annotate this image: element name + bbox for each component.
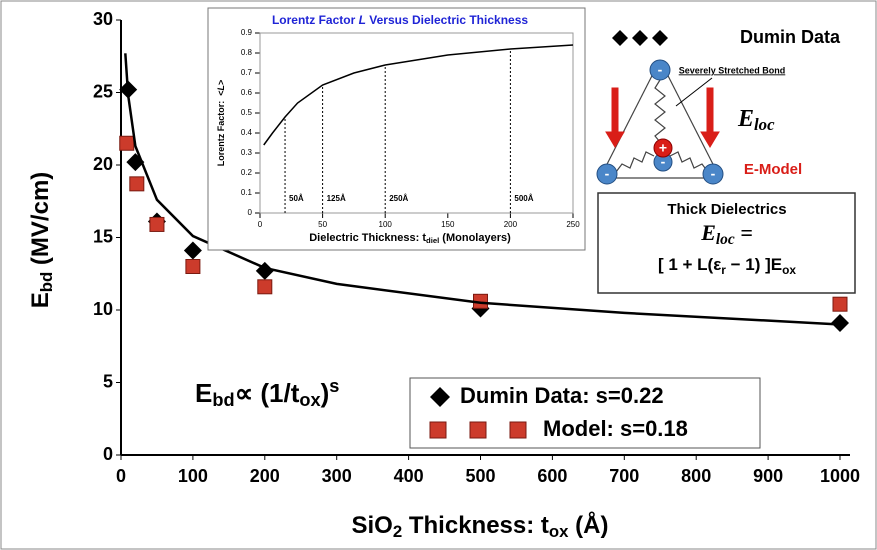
- diagram-panel: [597, 53, 855, 190]
- x-tick-label: 900: [753, 466, 783, 486]
- legend-marker: [430, 387, 450, 407]
- inset-x-label: Dielectric Thickness: tdiel (Monolayers): [309, 232, 511, 245]
- pointer: [675, 77, 713, 107]
- arrows: [605, 87, 720, 148]
- x-tick-label: 200: [250, 466, 280, 486]
- x-tick-label: 800: [681, 466, 711, 486]
- box-title: Thick Dielectrics: [667, 201, 786, 218]
- x-tick-label: 1000: [820, 466, 860, 486]
- svg-text:+: +: [659, 140, 667, 156]
- y-tick-label: 0.2: [241, 168, 253, 177]
- ions: [596, 59, 724, 185]
- square-point: [257, 279, 273, 295]
- triangle: [599, 59, 721, 179]
- inset-title: Lorentz Factor L Versus Dielectric Thick…: [272, 13, 528, 27]
- vline-label: 250Å: [389, 194, 408, 203]
- svg-text:-: -: [661, 154, 666, 170]
- main-chart: 0 100 200 300 400 500 600 700 800 900 100005101520…: [93, 9, 860, 486]
- legend-diamonds: [612, 30, 668, 46]
- plot-frame: [259, 32, 574, 214]
- vline-label: 50Å: [289, 194, 304, 203]
- curve: [263, 44, 574, 146]
- y-tick-label: 0.6: [241, 88, 253, 97]
- y-tick-label: 0.5: [241, 108, 253, 117]
- formula-annotation: Ebd∝ (1/tox)s: [195, 376, 339, 410]
- x-tick-label: 100: [178, 466, 208, 486]
- diamond-point: [255, 261, 274, 280]
- y-tick-label: 15: [93, 226, 113, 246]
- field-label: Eloc: [737, 106, 775, 134]
- x-tick-label: 200: [504, 220, 518, 229]
- x-tick-label: 100: [379, 220, 393, 229]
- x-tick-label: 0: [258, 220, 263, 229]
- x-tick-label: 700: [609, 466, 639, 486]
- bond-label: Severely Stretched Bond: [679, 65, 786, 75]
- x-tick-label: 150: [441, 220, 455, 229]
- box-lhs: Eloc =: [700, 220, 753, 247]
- x-tick-label: 300: [322, 466, 352, 486]
- diagram: Dumin Data -- --+ Severely Stretched Bond…: [596, 27, 856, 294]
- legend-marker: [509, 421, 527, 439]
- square-point: [149, 216, 165, 232]
- diamond-point: [831, 314, 849, 333]
- y-tick-label: 5: [103, 371, 113, 391]
- x-tick-label: 600: [537, 466, 567, 486]
- ion-signs: -- --+: [605, 62, 716, 182]
- inset-frame: [207, 7, 586, 251]
- square-point: [185, 259, 201, 274]
- y-tick-label: 10: [93, 299, 113, 319]
- y-tick-label: 0.8: [241, 48, 253, 57]
- y-tick-label: 0.9: [241, 28, 253, 37]
- square-point: [129, 176, 145, 192]
- x-tick-label: 0: [116, 466, 126, 486]
- vline-label: 125Å: [327, 194, 346, 203]
- y-axis-label: Ebd (MV/cm): [27, 172, 56, 309]
- y-tick-label: 0: [248, 208, 253, 217]
- svg-text:-: -: [711, 166, 716, 182]
- y-tick-label: 30: [93, 9, 113, 29]
- y-tick-label: 0.3: [241, 148, 253, 157]
- inset-y-label: Lorentz Factor: <L>: [216, 80, 226, 167]
- legend: [409, 377, 761, 449]
- x-tick-label: 50: [318, 220, 327, 229]
- formula-box: [597, 192, 856, 294]
- model-label: E-Model: [744, 161, 802, 178]
- y-tick-label: 25: [93, 81, 113, 101]
- diagram-legend-title: Dumin Data: [740, 27, 841, 47]
- legend-marker: [469, 421, 487, 439]
- square-point: [832, 296, 848, 312]
- curve: [124, 53, 841, 326]
- y-tick-label: 0.1: [241, 188, 253, 197]
- x-tick-label: 400: [394, 466, 424, 486]
- x-tick-label: 500: [465, 466, 495, 486]
- legend-label: Model: s=0.18: [543, 416, 688, 441]
- diamond-point: [183, 241, 202, 260]
- y-tick-label: 0: [103, 444, 113, 464]
- y-tick-label: 0.7: [241, 68, 253, 77]
- legend-marker: [429, 421, 447, 439]
- x-axis-label: SiO2 Thickness: tox (Å): [352, 511, 609, 541]
- y-tick-label: 20: [93, 154, 113, 174]
- y-tick-label: 0.4: [241, 128, 253, 137]
- square-point: [119, 135, 135, 151]
- legend-label: Dumin Data: s=0.22: [460, 383, 664, 408]
- vline-label: 500Å: [514, 194, 533, 203]
- inset-chart: Lorentz Factor L Versus Dielectric Thick…: [207, 7, 586, 251]
- box-rhs: [ 1 + L(εr − 1) ]Eox: [658, 255, 796, 277]
- svg-text:-: -: [658, 62, 663, 78]
- x-tick-label: 250: [566, 220, 580, 229]
- svg-text:-: -: [605, 166, 610, 182]
